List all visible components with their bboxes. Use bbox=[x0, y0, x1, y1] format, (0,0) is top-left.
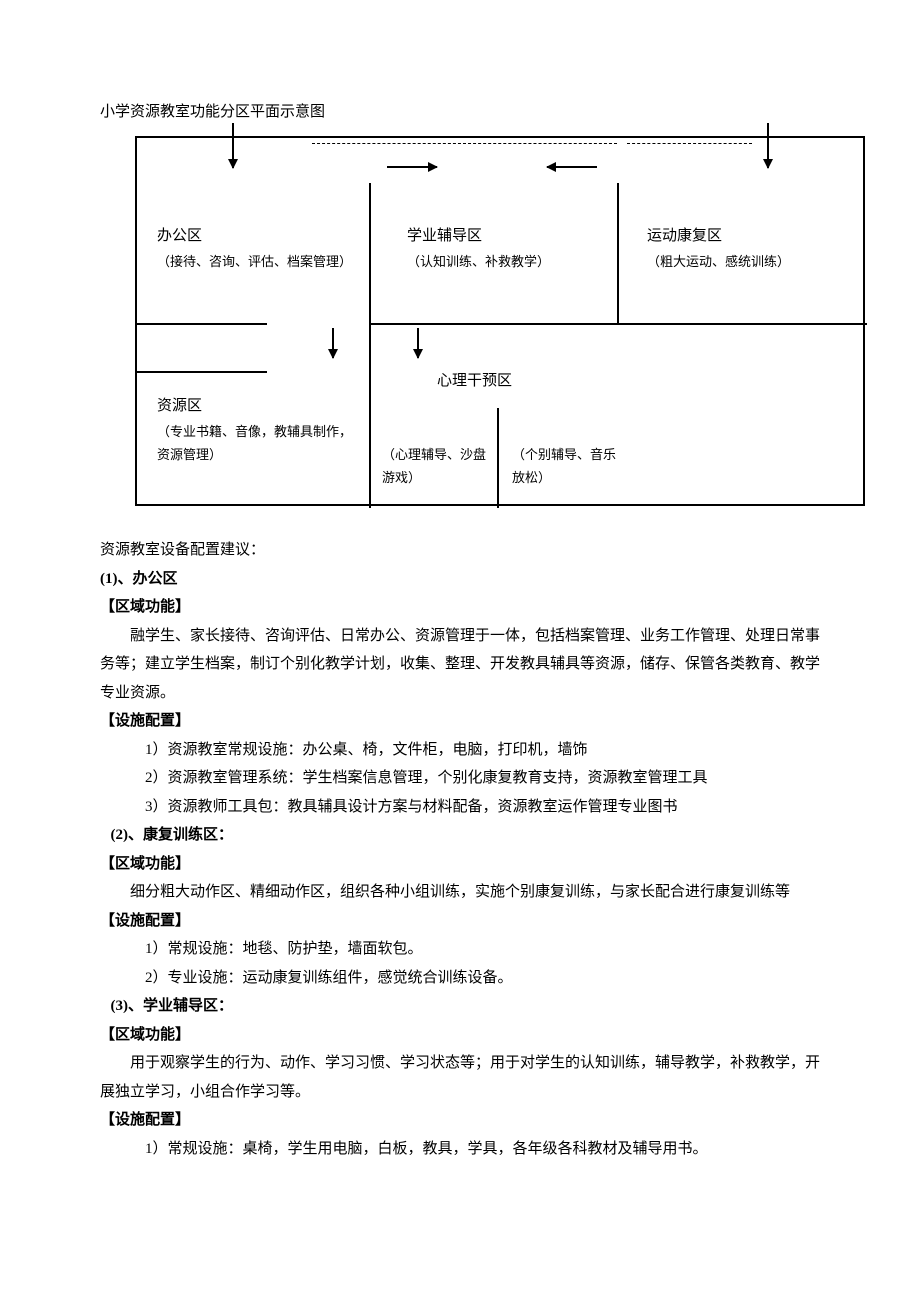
zone-title: 资源区 bbox=[157, 393, 357, 420]
divider bbox=[617, 183, 619, 323]
dash-line bbox=[627, 143, 752, 144]
section-heading: (1)、办公区 bbox=[100, 565, 820, 594]
list-item: 2）资源教室管理系统：学生档案信息管理，个别化康复教育支持，资源教室管理工具 bbox=[100, 764, 820, 793]
arrow-down-icon bbox=[767, 123, 769, 168]
section-title: 办公区 bbox=[133, 571, 178, 587]
zone-desc: （心理辅导、沙盘游戏） bbox=[382, 443, 492, 490]
zone-desc: （个别辅导、音乐放松） bbox=[512, 443, 622, 490]
h-line bbox=[369, 323, 867, 325]
h-line bbox=[137, 323, 267, 325]
arrow-down-icon bbox=[232, 123, 234, 168]
arrow-down-icon bbox=[417, 328, 419, 358]
section-num: (3)、 bbox=[100, 998, 143, 1014]
section-2: (2)、康复训练区： 【区域功能】 细分粗大动作区、精细动作区，组织各种小组训练… bbox=[100, 821, 820, 992]
arrow-left-icon bbox=[547, 166, 597, 168]
zone-office: 办公区 （接待、咨询、评估、档案管理） bbox=[157, 223, 357, 273]
section-heading: (3)、学业辅导区： bbox=[100, 992, 820, 1021]
list-item: 1）资源教室常规设施：办公桌、椅，文件柜，电脑，打印机，墙饰 bbox=[100, 736, 820, 765]
floor-plan-diagram: 办公区 （接待、咨询、评估、档案管理） 学业辅导区 （认知训练、补救教学） 运动… bbox=[135, 136, 865, 506]
list-item: 1）常规设施：地毯、防护垫，墙面软包。 bbox=[100, 935, 820, 964]
section-3: (3)、学业辅导区： 【区域功能】 用于观察学生的行为、动作、学习习惯、学习状态… bbox=[100, 992, 820, 1163]
zone-desc: （接待、咨询、评估、档案管理） bbox=[157, 250, 357, 273]
zone-psych-title: 心理干预区 bbox=[437, 368, 587, 395]
zone-title: 办公区 bbox=[157, 223, 357, 250]
section-num: (2)、 bbox=[100, 827, 143, 843]
divider bbox=[369, 324, 371, 508]
zone-resource: 资源区 （专业书籍、音像，教辅具制作，资源管理） bbox=[157, 393, 357, 467]
divider bbox=[369, 183, 371, 323]
fac-label: 【设施配置】 bbox=[100, 1106, 820, 1135]
zone-title: 运动康复区 bbox=[647, 223, 847, 250]
config-title: 资源教室设备配置建议： bbox=[100, 536, 820, 565]
zone-study: 学业辅导区 （认知训练、补救教学） bbox=[407, 223, 607, 273]
section-num: (1)、 bbox=[100, 571, 133, 587]
list-item: 2）专业设施：运动康复训练组件，感觉统合训练设备。 bbox=[100, 964, 820, 993]
arrow-right-icon bbox=[387, 166, 437, 168]
list-item: 3）资源教师工具包：教具辅具设计方案与材料配备，资源教室运作管理专业图书 bbox=[100, 793, 820, 822]
func-text: 用于观察学生的行为、动作、学习习惯、学习状态等；用于对学生的认知训练，辅导教学，… bbox=[100, 1049, 820, 1106]
content-body: 资源教室设备配置建议： (1)、办公区 【区域功能】 融学生、家长接待、咨询评估… bbox=[100, 536, 820, 1163]
func-text: 融学生、家长接待、咨询评估、日常办公、资源管理于一体，包括档案管理、业务工作管理… bbox=[100, 622, 820, 708]
func-label: 【区域功能】 bbox=[100, 850, 820, 879]
zone-title: 学业辅导区 bbox=[407, 223, 607, 250]
zone-title: 心理干预区 bbox=[437, 368, 587, 395]
func-text: 细分粗大动作区、精细动作区，组织各种小组训练，实施个别康复训练，与家长配合进行康… bbox=[100, 878, 820, 907]
section-title: 康复训练区： bbox=[143, 827, 233, 843]
zone-desc: （粗大运动、感统训练） bbox=[647, 250, 847, 273]
page-title: 小学资源教室功能分区平面示意图 bbox=[100, 100, 820, 121]
func-label: 【区域功能】 bbox=[100, 1021, 820, 1050]
zone-desc: （专业书籍、音像，教辅具制作，资源管理） bbox=[157, 420, 357, 467]
section-heading: (2)、康复训练区： bbox=[100, 821, 820, 850]
arrow-down-icon bbox=[332, 328, 334, 358]
fac-label: 【设施配置】 bbox=[100, 907, 820, 936]
zone-desc: （认知训练、补救教学） bbox=[407, 250, 607, 273]
divider bbox=[497, 408, 499, 508]
dash-line bbox=[312, 143, 617, 144]
list-item: 1）常规设施：桌椅，学生用电脑，白板，教具，学具，各年级各科教材及辅导用书。 bbox=[100, 1135, 820, 1164]
section-title: 学业辅导区： bbox=[143, 998, 233, 1014]
zone-psych-right: （个别辅导、音乐放松） bbox=[512, 443, 622, 490]
func-label: 【区域功能】 bbox=[100, 593, 820, 622]
section-1: (1)、办公区 【区域功能】 融学生、家长接待、咨询评估、日常办公、资源管理于一… bbox=[100, 565, 820, 822]
fac-label: 【设施配置】 bbox=[100, 707, 820, 736]
zone-sport: 运动康复区 （粗大运动、感统训练） bbox=[647, 223, 847, 273]
zone-psych-left: （心理辅导、沙盘游戏） bbox=[382, 443, 492, 490]
h-line bbox=[137, 371, 267, 373]
